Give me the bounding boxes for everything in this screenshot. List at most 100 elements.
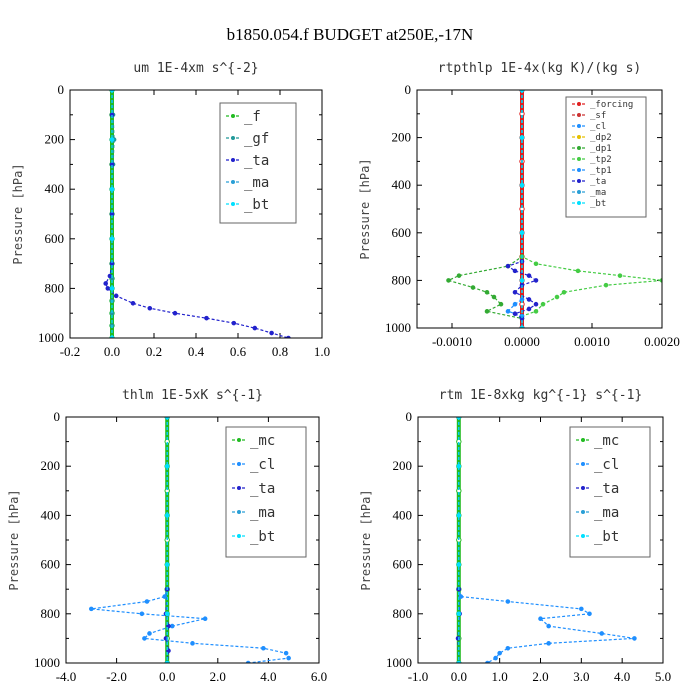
legend-entry: _gf bbox=[244, 131, 269, 147]
x-tick-label: 4.0 bbox=[260, 669, 276, 684]
panel-title: thlm 1E-5xK s^{-1} bbox=[122, 388, 263, 403]
legend-entry: _tp2 bbox=[590, 155, 612, 165]
x-tick-label: 2.0 bbox=[210, 669, 226, 684]
legend-swatch-marker bbox=[581, 462, 585, 466]
data-point-tp2 bbox=[533, 309, 539, 314]
legend-entry: _cl bbox=[250, 457, 275, 473]
data-point-cl bbox=[286, 655, 291, 661]
legend-entry: _bt bbox=[250, 529, 275, 545]
x-tick-label: -1.0 bbox=[408, 669, 429, 684]
legend: _mc _cl _ta _ma _bt bbox=[225, 426, 307, 558]
data-point-dp1 bbox=[470, 285, 476, 290]
data-point-bt bbox=[109, 286, 115, 291]
x-tick-label: -0.2 bbox=[60, 344, 81, 359]
series-line-ta bbox=[105, 90, 289, 338]
x-tick-label: 1.0 bbox=[314, 344, 330, 359]
series-group bbox=[89, 417, 291, 663]
data-point-cl bbox=[147, 631, 152, 636]
data-point-bt bbox=[164, 513, 170, 518]
legend-entry: _cl bbox=[594, 457, 619, 473]
data-point-bt bbox=[164, 562, 170, 567]
series-group bbox=[103, 90, 291, 338]
x-tick-label: 0.8 bbox=[272, 344, 288, 359]
x-tick-label: 4.0 bbox=[614, 669, 630, 684]
y-tick-label: 800 bbox=[393, 606, 413, 621]
legend-swatch-marker bbox=[231, 202, 235, 206]
data-point-cl bbox=[190, 641, 195, 646]
legend-entry: _mc bbox=[594, 433, 619, 449]
data-point-cl bbox=[505, 599, 511, 604]
data-point-ta bbox=[526, 306, 532, 312]
y-tick-label: 400 bbox=[41, 507, 61, 522]
x-tick-label: 6.0 bbox=[311, 669, 327, 684]
data-point-cl bbox=[546, 641, 551, 646]
legend-swatch-marker bbox=[577, 179, 581, 183]
data-point-cl bbox=[505, 645, 511, 651]
data-point-cl bbox=[538, 616, 543, 622]
series-group bbox=[455, 417, 637, 663]
data-point-dp1 bbox=[484, 309, 490, 314]
y-tick-label: 1000 bbox=[385, 320, 411, 335]
data-point-bt bbox=[109, 236, 115, 242]
data-point-tp2 bbox=[603, 282, 609, 288]
data-point-bt bbox=[519, 135, 525, 140]
data-point-tp2 bbox=[561, 290, 567, 295]
y-tick-label: 200 bbox=[45, 132, 65, 147]
legend-box bbox=[569, 426, 651, 558]
data-point-bt bbox=[456, 513, 462, 518]
y-tick-label: 1000 bbox=[34, 655, 60, 670]
legend-swatch-marker bbox=[231, 114, 235, 118]
legend-entry: _ta bbox=[250, 481, 275, 497]
data-point-cl bbox=[144, 599, 150, 604]
y-tick-label: 400 bbox=[392, 177, 412, 192]
data-point-ta bbox=[526, 273, 532, 278]
legend: _mc _cl _ta _ma _bt bbox=[569, 426, 651, 558]
series-line-tp1 bbox=[506, 90, 523, 328]
y-tick-label: 600 bbox=[41, 557, 61, 572]
data-point-ta bbox=[533, 301, 539, 307]
y-tick-label: 800 bbox=[41, 606, 61, 621]
legend-swatch-marker bbox=[581, 534, 585, 538]
panel-title: um 1E-4xm s^{-2} bbox=[133, 61, 258, 76]
legend-entry: _ta bbox=[590, 177, 606, 187]
panel-title: rtm 1E-8xkg kg^{-1} s^{-1} bbox=[439, 388, 643, 403]
data-point-tp1 bbox=[505, 309, 511, 314]
data-point-bt bbox=[519, 230, 525, 236]
data-point-ta bbox=[252, 325, 258, 331]
data-point-tp2 bbox=[617, 273, 623, 278]
data-point-cl bbox=[546, 623, 551, 629]
data-point-ta bbox=[526, 297, 532, 302]
x-tick-label: 5.0 bbox=[655, 669, 671, 684]
x-tick-label: 0.4 bbox=[188, 344, 205, 359]
legend-entry: _ta bbox=[594, 481, 619, 497]
y-tick-label: 600 bbox=[45, 231, 65, 246]
data-point-bt bbox=[519, 278, 525, 283]
y-tick-label: 200 bbox=[393, 458, 413, 473]
data-point-ta bbox=[533, 278, 539, 283]
x-tick-label: 2.0 bbox=[532, 669, 548, 684]
y-tick-label: 200 bbox=[392, 130, 412, 145]
data-point-cl bbox=[139, 611, 145, 617]
plot-frame bbox=[416, 89, 663, 329]
legend-entry: _dp2 bbox=[590, 133, 612, 143]
data-point-ta bbox=[204, 315, 209, 321]
data-point-cl bbox=[162, 594, 167, 599]
y-tick-label: 1000 bbox=[386, 655, 412, 670]
data-point-ta bbox=[269, 330, 274, 336]
legend-entry: _dp1 bbox=[590, 144, 612, 154]
legend-swatch-marker bbox=[237, 534, 241, 538]
y-axis-label: Pressure [hPa] bbox=[358, 158, 372, 259]
panel-title: rtpthlp 1E-4x(kg K)/(kg s) bbox=[438, 61, 642, 76]
data-point-ta bbox=[172, 310, 178, 316]
x-tick-label: 0.2 bbox=[146, 344, 162, 359]
y-tick-label: 600 bbox=[392, 225, 412, 240]
data-point-ta bbox=[231, 320, 237, 326]
y-tick-label: 0 bbox=[406, 409, 413, 424]
data-point-cl bbox=[89, 606, 94, 612]
data-point-cl bbox=[579, 606, 584, 612]
y-axis-label: Pressure [hPa] bbox=[7, 489, 21, 590]
legend-swatch-marker bbox=[237, 486, 241, 490]
legend-swatch-marker bbox=[577, 168, 581, 172]
data-point-cl bbox=[632, 636, 637, 641]
